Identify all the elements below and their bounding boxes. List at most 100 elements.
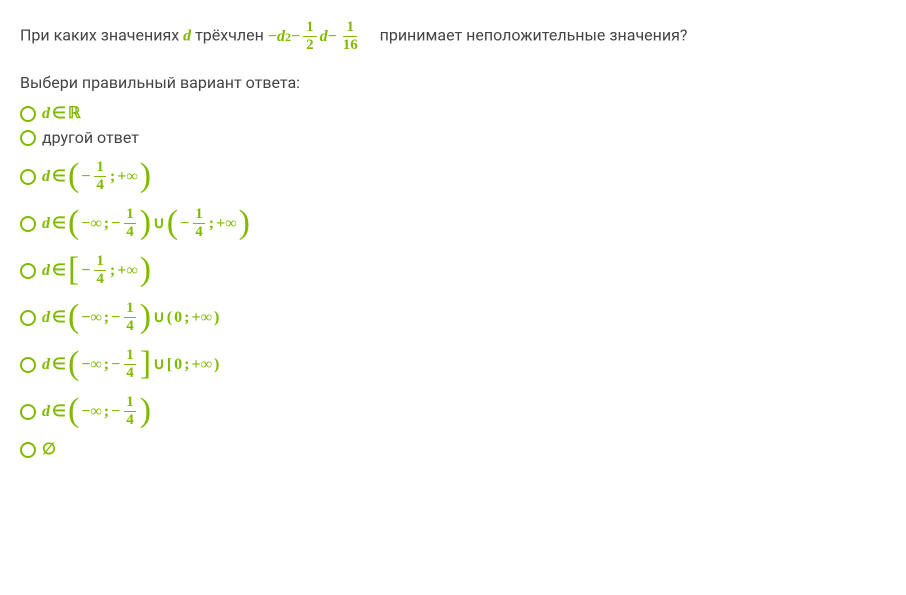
o4-ninf: −∞ xyxy=(81,216,102,232)
expr-f2-num: 1 xyxy=(343,20,357,37)
o8-rp: ) xyxy=(140,396,151,427)
o3-lp: ( xyxy=(68,161,79,192)
o4-lp2: ( xyxy=(167,208,178,239)
o6-rp2: ) xyxy=(214,310,219,326)
o4-rp2: ) xyxy=(239,208,250,239)
o4-neg: − xyxy=(111,216,120,232)
o3-fden: 4 xyxy=(94,177,106,193)
o5-in: ∈ xyxy=(52,263,66,279)
option-row-3[interactable]: d ∈ ( − 1 4 ; +∞ ) xyxy=(20,160,886,193)
o6-pinf: +∞ xyxy=(191,310,212,326)
o4-frac2: 1 4 xyxy=(193,207,205,240)
o7-frac: 1 4 xyxy=(124,348,136,381)
o6-neg: − xyxy=(111,310,120,326)
o4-fnum: 1 xyxy=(124,207,136,224)
o6-sep2: ; xyxy=(184,310,189,326)
o4-lp: ( xyxy=(68,208,79,239)
o3-fnum: 1 xyxy=(94,160,106,177)
o3-neg: − xyxy=(81,169,90,185)
expr-minus2: − xyxy=(328,24,337,50)
option-8-math: d ∈ ( −∞ ; − 1 4 ) xyxy=(42,395,151,428)
radio-icon[interactable] xyxy=(20,357,36,373)
o7-fden: 4 xyxy=(124,365,136,381)
o6-frac: 1 4 xyxy=(124,301,136,334)
o5-frac: 1 4 xyxy=(94,254,106,287)
o8-fden: 4 xyxy=(124,412,136,428)
o7-lb2: [ xyxy=(167,357,172,373)
option-5-math: d ∈ [ − 1 4 ; +∞ ) xyxy=(42,254,151,287)
o4-frac: 1 4 xyxy=(124,207,136,240)
option-row-7[interactable]: d ∈ ( −∞ ; − 1 4 ] ∪ [ 0 ; +∞ ) xyxy=(20,348,886,381)
o4-neg2: − xyxy=(180,216,189,232)
o6-fden: 4 xyxy=(124,318,136,334)
option-row-2[interactable]: другой ответ xyxy=(20,130,886,146)
expr-frac1: 1 2 xyxy=(303,20,317,53)
o4-d: d xyxy=(42,216,50,232)
radio-icon[interactable] xyxy=(20,169,36,185)
o5-d: d xyxy=(42,263,50,279)
radio-icon[interactable] xyxy=(20,216,36,232)
o4-pinf: +∞ xyxy=(216,216,237,232)
radio-icon[interactable] xyxy=(20,442,36,458)
o8-lp: ( xyxy=(68,396,79,427)
expr-d1: d xyxy=(277,24,285,50)
o6-lp: ( xyxy=(68,302,79,333)
o5-rp: ) xyxy=(140,255,151,286)
question-prefix: При каких значениях xyxy=(20,26,183,45)
expr-frac2: 1 16 xyxy=(340,20,361,53)
o6-cup: ∪ xyxy=(153,310,165,326)
o7-in: ∈ xyxy=(52,357,66,373)
question-text: При каких значениях d трёхчлен − d 2 − 1… xyxy=(20,20,886,53)
radio-icon[interactable] xyxy=(20,130,36,146)
question-expression: − d 2 − 1 2 d − 1 16 xyxy=(268,20,364,53)
option-4-math: d ∈ ( −∞ ; − 1 4 ) ∪ ( − 1 4 ; +∞ ) xyxy=(42,207,250,240)
option-6-math: d ∈ ( −∞ ; − 1 4 ) ∪ ( 0 ; +∞ ) xyxy=(42,301,219,334)
radio-icon[interactable] xyxy=(20,310,36,326)
option-row-6[interactable]: d ∈ ( −∞ ; − 1 4 ) ∪ ( 0 ; +∞ ) xyxy=(20,301,886,334)
o4-cup: ∪ xyxy=(153,216,165,232)
option-9-math: ∅ xyxy=(42,442,56,458)
o4-f2den: 4 xyxy=(193,224,205,240)
o6-d: d xyxy=(42,310,50,326)
o7-ninf: −∞ xyxy=(81,357,102,373)
option-3-math: d ∈ ( − 1 4 ; +∞ ) xyxy=(42,160,151,193)
question-middle: трёхчлен xyxy=(195,26,268,45)
expr-d2: d xyxy=(320,24,328,50)
radio-icon[interactable] xyxy=(20,106,36,122)
o5-pinf: +∞ xyxy=(117,263,138,279)
o8-ninf: −∞ xyxy=(81,404,102,420)
o5-fden: 4 xyxy=(94,271,106,287)
o1-r: ℝ xyxy=(68,106,81,122)
o7-lp: ( xyxy=(68,349,79,380)
radio-icon[interactable] xyxy=(20,263,36,279)
o4-sep: ; xyxy=(104,216,109,232)
o8-sep: ; xyxy=(104,404,109,420)
expr-minus1: − xyxy=(291,24,300,50)
option-row-5[interactable]: d ∈ [ − 1 4 ; +∞ ) xyxy=(20,254,886,287)
o1-in: ∈ xyxy=(52,106,66,122)
o3-pinf: +∞ xyxy=(117,169,138,185)
o7-sep: ; xyxy=(104,357,109,373)
option-2-text: другой ответ xyxy=(42,130,139,146)
o6-ninf: −∞ xyxy=(81,310,102,326)
option-row-9[interactable]: ∅ xyxy=(20,442,886,458)
o6-rp: ) xyxy=(140,302,151,333)
o5-lb: [ xyxy=(68,255,79,286)
o5-fnum: 1 xyxy=(94,254,106,271)
o8-in: ∈ xyxy=(52,404,66,420)
o4-f2num: 1 xyxy=(193,207,205,224)
o7-cup: ∪ xyxy=(153,357,165,373)
option-row-1[interactable]: d ∈ ℝ xyxy=(20,106,886,122)
o7-fnum: 1 xyxy=(124,348,136,365)
option-row-4[interactable]: d ∈ ( −∞ ; − 1 4 ) ∪ ( − 1 4 ; +∞ ) xyxy=(20,207,886,240)
o1-d: d xyxy=(42,106,50,122)
expr-f1-num: 1 xyxy=(303,20,317,37)
o7-d: d xyxy=(42,357,50,373)
o6-sep: ; xyxy=(104,310,109,326)
radio-icon[interactable] xyxy=(20,404,36,420)
o3-frac: 1 4 xyxy=(94,160,106,193)
option-row-8[interactable]: d ∈ ( −∞ ; − 1 4 ) xyxy=(20,395,886,428)
o4-fden: 4 xyxy=(124,224,136,240)
o3-in: ∈ xyxy=(52,169,66,185)
o7-pinf: +∞ xyxy=(191,357,212,373)
